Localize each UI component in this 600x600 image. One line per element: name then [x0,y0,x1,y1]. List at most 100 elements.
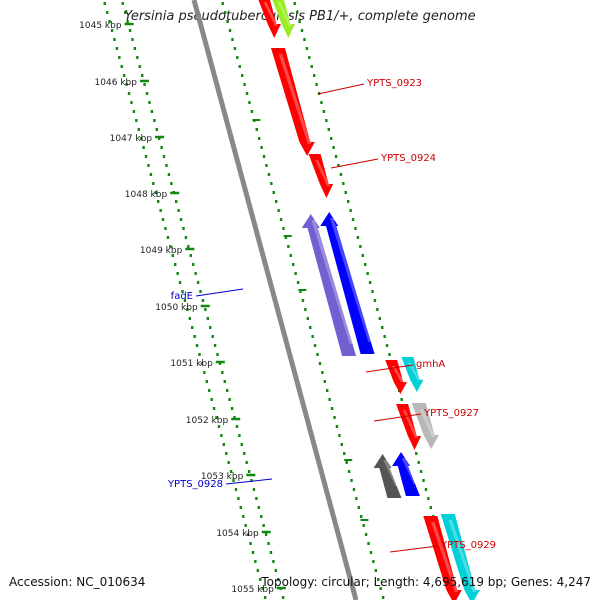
gene-label[interactable]: gmhA [416,359,445,370]
guide-dot [374,569,378,572]
guide-dot [234,488,238,491]
guide-dot [189,254,192,257]
guide-dot [216,353,219,356]
guide-dot [233,416,236,419]
guide-dot [239,506,243,509]
gene-ypts-0923-highlight [278,54,312,144]
guide-dot [267,173,271,176]
guide-dot [265,164,268,167]
gene-label[interactable]: YPTS_0924 [380,153,436,164]
guide-dot [327,128,330,131]
guide-dot [199,290,202,293]
guide-dot [277,578,280,581]
gene-ypts-0927 [396,404,422,450]
guide-dot [228,398,231,401]
gene-ypts-0929-highlight [431,522,459,592]
gene-top-red [258,0,281,38]
label-leader-line [373,413,422,422]
gene-gmha-body [385,360,407,394]
guide-dot [372,560,375,563]
guide-dot [243,452,246,455]
gene-ypts-0927-body [396,404,422,450]
gene-features [258,0,480,600]
guide-dot [367,542,370,545]
guide-dot [318,362,322,365]
guide-dot [381,326,384,329]
guide-dot [170,182,173,185]
guide-dot [251,551,255,554]
gene-label[interactable]: YPTS_0923 [366,78,422,89]
guide-dot [310,65,313,68]
guide-dot [419,470,423,473]
guide-dot [232,479,235,482]
guide-dot [272,560,275,563]
tick-label: 1045 kbp [79,21,122,31]
gene-ypts-0929 [423,516,462,600]
gene-ypts-0928-body [392,452,420,496]
guide-dot [203,371,206,374]
guide-dot [360,515,363,518]
guide-dot [162,155,166,158]
guide-dot [263,596,267,599]
guide-dot [260,515,263,518]
guide-dot [345,461,348,464]
guide-dot [165,164,168,167]
guide-dot [167,173,171,176]
guide-dot [293,2,296,5]
guide-dot [259,578,262,581]
tick-label: 1049 kbp [140,246,183,256]
guide-dot [320,101,323,104]
gene-fade-cog [301,214,357,356]
guide-dot [238,65,241,68]
guide-dot [120,65,123,68]
guide-dot [178,281,182,284]
guide-dot [274,569,278,572]
gene-ypts-0923-body [270,48,315,156]
gene-top-green-body [272,0,295,38]
gene-ypts-0927-highlight [402,410,419,438]
guide-dot [244,524,247,527]
guide-dot [322,110,326,113]
gene-label[interactable]: fadE [171,291,193,302]
guide-dot [211,335,214,338]
guide-dot [205,380,208,383]
gene-label[interactable]: YPTS_0927 [423,408,479,419]
guide-dot [333,416,336,419]
label-leader-line [225,478,273,485]
guide-dot [376,308,379,311]
guide-dot [110,29,114,32]
guide-dot [240,443,244,446]
guide-dot [227,461,230,464]
guide-dot [121,2,124,5]
guide-dot [264,533,268,536]
guide-dot [326,389,329,392]
label-leader-line [317,83,365,95]
guide-dot [321,371,324,374]
guide-dot [221,371,224,374]
guide-dot [429,506,433,509]
guide-dot [335,425,339,428]
guide-dot [215,416,218,419]
guide-dot [127,92,131,95]
gene-ypts-0929-cog [440,514,480,600]
guide-dot [289,254,292,257]
guide-dot [415,452,418,455]
guide-dot [328,398,331,401]
guide-dot [222,443,226,446]
guide-dot [191,326,194,329]
gene-ypts-0928-highlight [401,458,418,484]
guide-dot [118,56,121,59]
tick-label: 1054 kbp [216,529,259,539]
guide-dot [400,398,403,401]
guide-dot [305,47,309,50]
gene-label[interactable]: YPTS_0929 [440,540,496,551]
tick-label: 1051 kbp [170,359,213,369]
gene-label[interactable]: YPTS_0928 [167,479,223,490]
guide-dot [260,146,263,149]
label-leader-line [365,364,414,373]
guide-dot [225,452,228,455]
guide-dot [237,497,240,500]
guide-dot [261,587,264,590]
guide-dot [154,191,157,194]
